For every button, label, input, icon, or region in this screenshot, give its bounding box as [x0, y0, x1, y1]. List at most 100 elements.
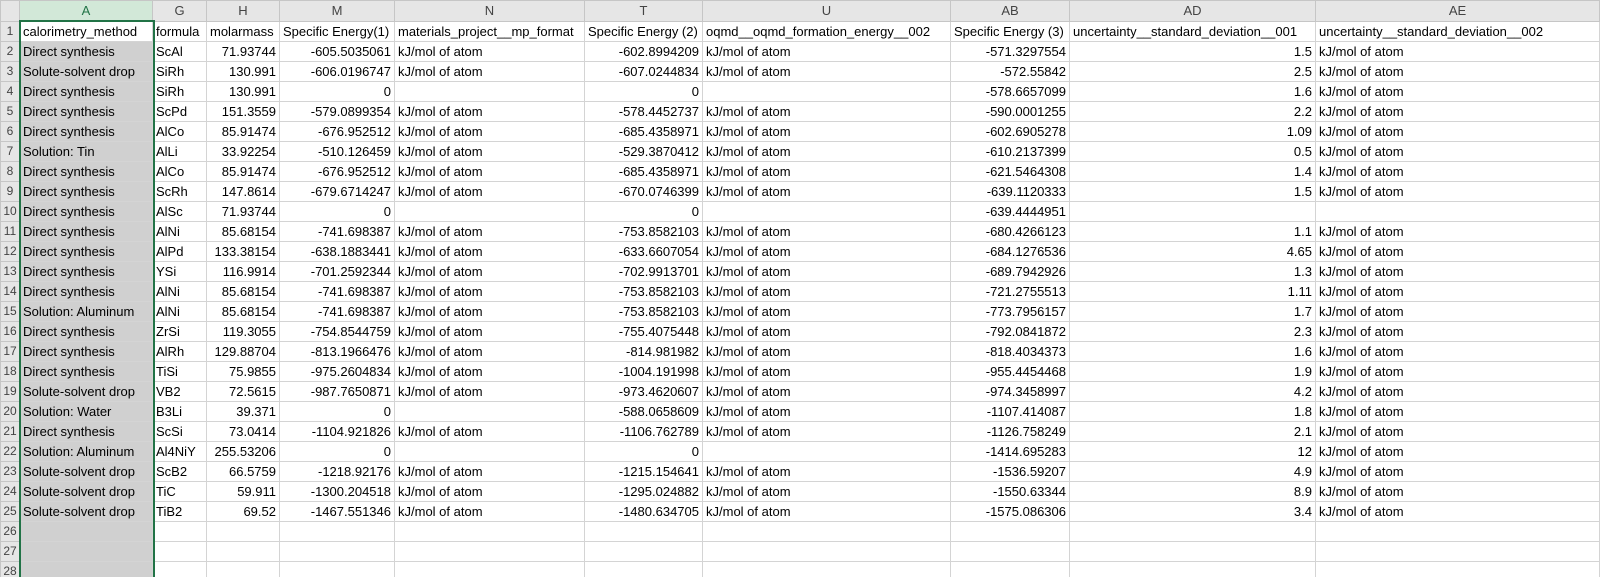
row-number[interactable]: 28 [0, 561, 20, 577]
cell[interactable]: -1104.921826 [279, 421, 395, 442]
row-number[interactable]: 6 [0, 121, 20, 142]
cell[interactable]: kJ/mol of atom [702, 121, 951, 142]
cell[interactable]: 0 [279, 441, 395, 462]
cell[interactable]: AlNi [152, 221, 207, 242]
cell[interactable]: -605.5035061 [279, 41, 395, 62]
cell[interactable]: 1.1 [1069, 221, 1316, 242]
cell[interactable]: -578.6657099 [950, 81, 1070, 102]
cell[interactable]: Direct synthesis [19, 101, 153, 122]
cell[interactable]: materials_project__mp_format [394, 20, 585, 42]
cell[interactable]: 71.93744 [206, 41, 280, 62]
cell[interactable]: 1.5 [1069, 41, 1316, 62]
cell[interactable]: kJ/mol of atom [702, 381, 951, 402]
row-number[interactable]: 12 [0, 241, 20, 262]
cell[interactable] [702, 541, 951, 562]
row-number[interactable]: 7 [0, 141, 20, 162]
cell[interactable] [394, 81, 585, 102]
cell[interactable]: uncertainty__standard_deviation__002 [1315, 20, 1600, 42]
cell[interactable]: kJ/mol of atom [1315, 101, 1600, 122]
cell[interactable]: Solute-solvent drop [19, 61, 153, 82]
cell[interactable]: -773.7956157 [950, 301, 1070, 322]
cell[interactable]: -633.6607054 [584, 241, 703, 262]
cell[interactable]: kJ/mol of atom [1315, 281, 1600, 302]
cell[interactable]: Direct synthesis [19, 121, 153, 142]
cell[interactable]: AlCo [152, 121, 207, 142]
cell[interactable]: kJ/mol of atom [394, 481, 585, 502]
row-number[interactable]: 23 [0, 461, 20, 482]
cell[interactable]: kJ/mol of atom [702, 181, 951, 202]
cell[interactable]: Direct synthesis [19, 181, 153, 202]
cell[interactable]: kJ/mol of atom [394, 461, 585, 482]
column-header-ab[interactable]: AB [950, 0, 1070, 22]
cell[interactable]: -510.126459 [279, 141, 395, 162]
cell[interactable]: 1.7 [1069, 301, 1316, 322]
cell[interactable]: kJ/mol of atom [702, 321, 951, 342]
cell[interactable]: 129.88704 [206, 341, 280, 362]
cell[interactable]: Solute-solvent drop [19, 461, 153, 482]
cell[interactable]: -685.4358971 [584, 161, 703, 182]
cell[interactable]: kJ/mol of atom [1315, 321, 1600, 342]
cell[interactable]: 2.3 [1069, 321, 1316, 342]
cell[interactable]: 130.991 [206, 61, 280, 82]
cell[interactable]: SiRh [152, 81, 207, 102]
cell[interactable]: kJ/mol of atom [702, 301, 951, 322]
cell[interactable]: Direct synthesis [19, 201, 153, 222]
cell[interactable] [394, 401, 585, 422]
cell[interactable]: YSi [152, 261, 207, 282]
row-number[interactable]: 5 [0, 101, 20, 122]
select-all-corner[interactable] [0, 0, 20, 22]
cell[interactable] [702, 561, 951, 577]
cell[interactable] [394, 561, 585, 577]
cell[interactable]: kJ/mol of atom [1315, 161, 1600, 182]
cell[interactable] [584, 541, 703, 562]
cell[interactable]: kJ/mol of atom [1315, 441, 1600, 462]
cell[interactable] [394, 201, 585, 222]
cell[interactable] [1315, 521, 1600, 542]
cell[interactable]: AlPd [152, 241, 207, 262]
cell[interactable]: kJ/mol of atom [1315, 61, 1600, 82]
cell[interactable]: -987.7650871 [279, 381, 395, 402]
cell[interactable]: kJ/mol of atom [702, 421, 951, 442]
column-header-m[interactable]: M [279, 0, 395, 22]
column-header-h[interactable]: H [206, 0, 280, 22]
cell[interactable]: AlNi [152, 301, 207, 322]
cell[interactable]: Solution: Water [19, 401, 153, 422]
cell[interactable]: Direct synthesis [19, 41, 153, 62]
row-number[interactable]: 4 [0, 81, 20, 102]
cell[interactable]: uncertainty__standard_deviation__001 [1069, 20, 1316, 42]
cell[interactable]: -638.1883441 [279, 241, 395, 262]
cell[interactable]: -1295.024882 [584, 481, 703, 502]
cell[interactable]: Direct synthesis [19, 261, 153, 282]
cell[interactable]: 3.4 [1069, 501, 1316, 522]
cell[interactable]: -607.0244834 [584, 61, 703, 82]
cell[interactable]: -588.0658609 [584, 401, 703, 422]
cell[interactable]: kJ/mol of atom [1315, 181, 1600, 202]
row-number[interactable]: 10 [0, 201, 20, 222]
cell[interactable]: kJ/mol of atom [702, 481, 951, 502]
cell[interactable]: 1.4 [1069, 161, 1316, 182]
cell[interactable]: 73.0414 [206, 421, 280, 442]
row-number[interactable]: 18 [0, 361, 20, 382]
cell[interactable]: B3Li [152, 401, 207, 422]
cell[interactable]: kJ/mol of atom [1315, 141, 1600, 162]
cell[interactable]: -701.2592344 [279, 261, 395, 282]
cell[interactable]: kJ/mol of atom [394, 161, 585, 182]
cell[interactable]: -572.55842 [950, 61, 1070, 82]
cell[interactable]: 151.3559 [206, 101, 280, 122]
cell[interactable]: -814.981982 [584, 341, 703, 362]
cell[interactable]: kJ/mol of atom [702, 241, 951, 262]
cell[interactable]: kJ/mol of atom [394, 121, 585, 142]
cell[interactable] [950, 561, 1070, 577]
cell[interactable]: 85.68154 [206, 221, 280, 242]
cell[interactable] [1069, 561, 1316, 577]
cell[interactable] [19, 521, 153, 542]
row-number[interactable]: 26 [0, 521, 20, 542]
cell[interactable]: 85.68154 [206, 281, 280, 302]
cell[interactable]: -579.0899354 [279, 101, 395, 122]
cell[interactable]: kJ/mol of atom [1315, 301, 1600, 322]
cell[interactable]: Specific Energy (2) [584, 20, 703, 42]
cell[interactable]: 39.371 [206, 401, 280, 422]
cell[interactable]: 33.92254 [206, 141, 280, 162]
cell[interactable]: -680.4266123 [950, 221, 1070, 242]
